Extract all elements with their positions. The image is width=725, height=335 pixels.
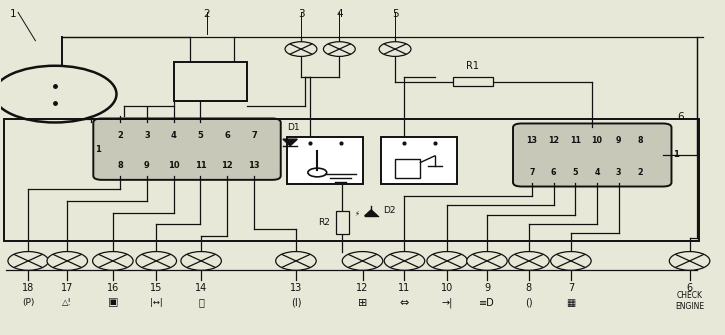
Circle shape	[384, 252, 425, 270]
Circle shape	[342, 252, 383, 270]
Text: (P): (P)	[22, 298, 34, 307]
Bar	[381, 137, 457, 184]
Text: ⚡: ⚡	[354, 211, 359, 217]
Text: (): ()	[525, 297, 533, 308]
Bar	[286, 137, 362, 184]
Text: 8: 8	[117, 161, 123, 170]
Text: 12: 12	[548, 136, 559, 145]
Text: →|: →|	[442, 297, 453, 308]
Circle shape	[47, 252, 88, 270]
Text: 3: 3	[144, 131, 150, 140]
Text: 11: 11	[194, 161, 207, 170]
Text: 9: 9	[144, 161, 150, 170]
Circle shape	[93, 252, 133, 270]
Text: R1: R1	[466, 61, 479, 71]
Text: 13: 13	[290, 283, 302, 292]
Text: 2: 2	[204, 9, 210, 19]
Text: 1: 1	[95, 145, 101, 154]
Text: –: –	[231, 63, 237, 77]
Circle shape	[136, 252, 176, 270]
Circle shape	[8, 252, 49, 270]
Text: 13: 13	[526, 136, 537, 145]
Text: 5: 5	[392, 9, 398, 19]
Text: CHECK
ENGINE: CHECK ENGINE	[675, 291, 704, 311]
Text: (I): (I)	[291, 297, 301, 308]
Text: 10: 10	[592, 136, 602, 145]
Bar	[395, 159, 420, 178]
Text: 4: 4	[594, 168, 600, 177]
Text: +: +	[295, 141, 304, 151]
Text: 16: 16	[107, 283, 119, 292]
Text: R2: R2	[318, 218, 330, 227]
Text: 11: 11	[570, 136, 581, 145]
Text: ⇔: ⇔	[399, 297, 409, 308]
Text: 17: 17	[61, 283, 73, 292]
FancyBboxPatch shape	[94, 119, 281, 180]
Text: 10: 10	[167, 161, 180, 170]
FancyBboxPatch shape	[513, 124, 671, 187]
Text: 7: 7	[251, 131, 257, 140]
Text: 1: 1	[9, 9, 16, 19]
Text: 14: 14	[195, 283, 207, 292]
Bar	[453, 77, 493, 86]
Text: ▦: ▦	[566, 297, 576, 308]
Text: ▣: ▣	[107, 297, 118, 308]
Circle shape	[0, 66, 117, 123]
Circle shape	[181, 252, 221, 270]
Polygon shape	[365, 210, 378, 216]
Text: –: –	[39, 97, 45, 110]
Text: +: +	[389, 141, 398, 151]
Text: +: +	[37, 81, 46, 91]
Circle shape	[467, 252, 508, 270]
Bar	[4, 119, 699, 241]
Text: 9: 9	[616, 136, 621, 145]
Text: II: II	[78, 106, 83, 116]
Bar	[336, 211, 349, 234]
Circle shape	[509, 252, 550, 270]
Text: 🔧: 🔧	[198, 297, 204, 308]
Text: 6: 6	[678, 113, 684, 123]
Text: 8: 8	[637, 136, 643, 145]
Circle shape	[427, 252, 468, 270]
Text: 1: 1	[673, 150, 679, 159]
Text: 12: 12	[356, 283, 369, 292]
Text: 3: 3	[298, 9, 304, 19]
Text: |↔|: |↔|	[150, 298, 162, 307]
Text: 3: 3	[616, 168, 621, 177]
Circle shape	[323, 42, 355, 56]
Text: 4: 4	[170, 131, 177, 140]
Text: 5: 5	[573, 168, 578, 177]
Text: 15: 15	[150, 283, 162, 292]
Text: △!: △!	[62, 298, 72, 307]
Text: 2: 2	[117, 131, 123, 140]
Text: 9: 9	[484, 283, 490, 292]
Text: 13: 13	[248, 161, 260, 170]
Text: 7: 7	[529, 168, 534, 177]
Text: D2: D2	[383, 206, 395, 215]
Text: ≡D: ≡D	[479, 297, 495, 308]
Circle shape	[669, 252, 710, 270]
Text: 6: 6	[224, 131, 230, 140]
Text: +: +	[185, 63, 196, 76]
Text: 7: 7	[568, 283, 574, 292]
Circle shape	[551, 252, 591, 270]
Text: 5: 5	[197, 131, 203, 140]
Circle shape	[276, 252, 316, 270]
Polygon shape	[283, 139, 297, 146]
Circle shape	[285, 42, 317, 56]
Circle shape	[379, 42, 411, 56]
Text: 4: 4	[336, 9, 343, 19]
Text: 18: 18	[22, 283, 34, 292]
Text: 6: 6	[687, 283, 692, 292]
Text: ⊞: ⊞	[358, 297, 367, 308]
Text: D1: D1	[287, 124, 300, 132]
Text: 6: 6	[551, 168, 556, 177]
Bar	[174, 62, 247, 101]
Text: 11: 11	[398, 283, 410, 292]
Text: 12: 12	[221, 161, 233, 170]
Text: 10: 10	[441, 283, 453, 292]
Text: 2: 2	[637, 168, 643, 177]
Text: 8: 8	[526, 283, 532, 292]
